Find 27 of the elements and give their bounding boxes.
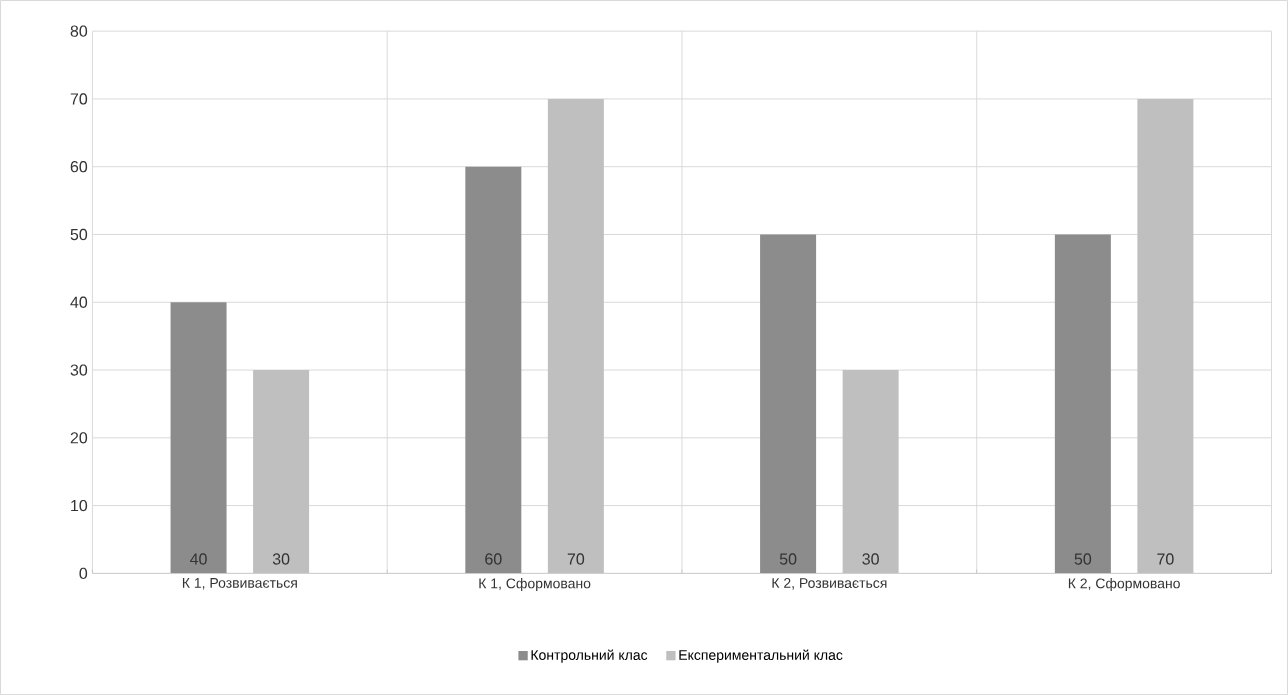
y-tick-label: 70 bbox=[70, 93, 88, 105]
bar bbox=[760, 234, 817, 574]
x-tick-label: К 1, Розвивається bbox=[182, 578, 297, 590]
data-label: 30 bbox=[862, 553, 879, 565]
x-tick-label: К 2, Розвивається bbox=[772, 578, 887, 590]
legend-label: Експериментальний клас bbox=[679, 649, 843, 663]
x-tick-label: К 1, Сформовано bbox=[479, 578, 591, 592]
bar bbox=[465, 166, 522, 574]
data-label: 50 bbox=[1074, 553, 1092, 565]
bar bbox=[170, 302, 227, 574]
x-tick-label: К 2, Сформовано bbox=[1068, 578, 1180, 592]
bar bbox=[1054, 234, 1111, 574]
data-label: 50 bbox=[779, 553, 797, 565]
y-tick-label: 10 bbox=[71, 499, 88, 512]
data-label: 60 bbox=[485, 553, 502, 565]
data-label: 70 bbox=[1157, 553, 1174, 565]
y-tick-label: 80 bbox=[70, 25, 88, 37]
y-tick-label: 60 bbox=[70, 161, 88, 173]
y-tick-label: 0 bbox=[79, 567, 88, 579]
y-tick-label: 30 bbox=[70, 364, 88, 376]
data-label: 70 bbox=[567, 553, 585, 565]
data-label: 30 bbox=[272, 553, 290, 565]
y-tick-label: 20 bbox=[70, 432, 88, 444]
y-tick-label: 40 bbox=[70, 296, 88, 308]
data-label: 40 bbox=[190, 553, 207, 565]
legend-label: Контрольний клас bbox=[531, 649, 648, 663]
y-tick-label: 50 bbox=[70, 228, 88, 241]
